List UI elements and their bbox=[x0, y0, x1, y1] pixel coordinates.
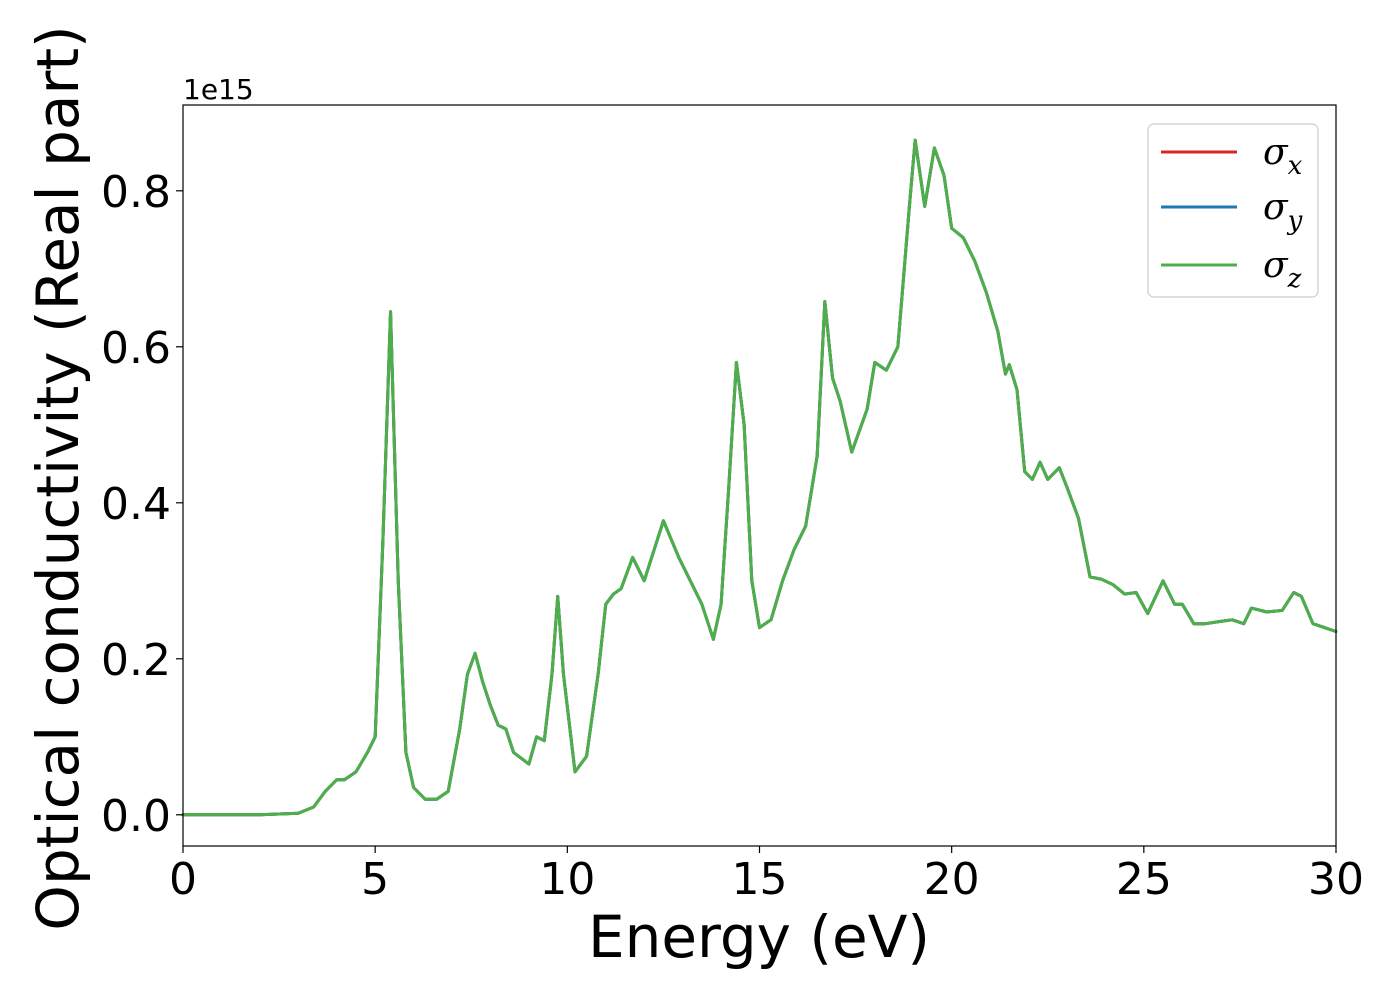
y-tick-label: 0.8 bbox=[101, 167, 171, 218]
x-tick-label: 5 bbox=[361, 854, 389, 905]
y-tick-label: 0.6 bbox=[101, 323, 171, 374]
y-tick-label: 0.4 bbox=[101, 479, 171, 530]
legend-label: σy bbox=[1263, 187, 1303, 236]
legend-label: σx bbox=[1263, 132, 1303, 181]
series-line-3 bbox=[181, 138, 1338, 817]
legend-box bbox=[1147, 123, 1319, 298]
legend-symbol: σ bbox=[1263, 187, 1289, 228]
legend-symbol: σ bbox=[1263, 132, 1289, 173]
x-axis-title: Energy (eV) bbox=[588, 903, 930, 971]
x-tick-label: 25 bbox=[1116, 854, 1172, 905]
x-axis-ticks: 0 5 10 15 20 25 30 bbox=[169, 846, 1364, 905]
y-axis-title: Optical conductivity (Real part) bbox=[24, 25, 92, 930]
y-axis-ticks: 0.0 0.2 0.4 0.6 0.8 bbox=[101, 167, 183, 842]
y-offset-label: 1e15 bbox=[183, 73, 254, 106]
x-tick-label: 15 bbox=[732, 854, 788, 905]
legend-symbol: σ bbox=[1263, 245, 1289, 286]
x-tick-label: 0 bbox=[169, 854, 197, 905]
legend-subscript: x bbox=[1288, 151, 1303, 181]
x-tick-label: 30 bbox=[1308, 854, 1364, 905]
series-layer bbox=[181, 138, 1338, 817]
x-tick-label: 20 bbox=[924, 854, 980, 905]
x-tick-label: 10 bbox=[539, 854, 595, 905]
legend-subscript: y bbox=[1287, 206, 1303, 236]
y-tick-label: 0.2 bbox=[101, 635, 171, 686]
legend-label: σz bbox=[1263, 245, 1302, 294]
y-tick-label: 0.0 bbox=[101, 791, 171, 842]
legend-subscript: z bbox=[1287, 264, 1302, 294]
